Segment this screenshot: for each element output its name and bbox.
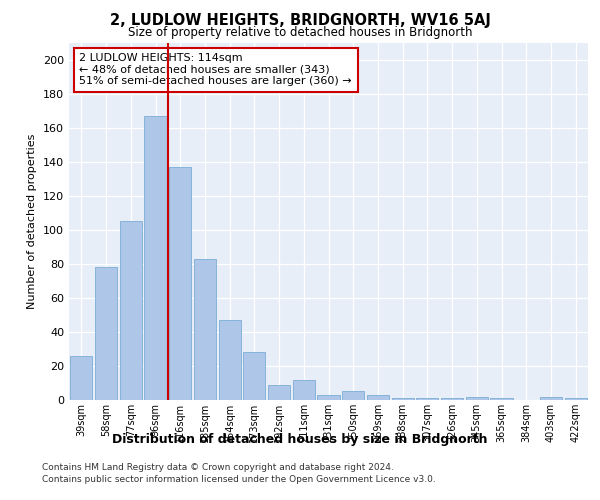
Bar (95, 267, 117, 400)
Bar (119, 221, 142, 400)
Bar (490, 398, 512, 400)
Bar (342, 392, 364, 400)
Bar (169, 167, 191, 400)
Bar (392, 398, 414, 400)
Bar (416, 398, 439, 400)
Bar (194, 258, 216, 400)
Bar (317, 395, 340, 400)
Bar (367, 395, 389, 400)
Text: 2 LUDLOW HEIGHTS: 114sqm
← 48% of detached houses are smaller (343)
51% of semi-: 2 LUDLOW HEIGHTS: 114sqm ← 48% of detach… (79, 53, 352, 86)
Y-axis label: Number of detached properties: Number of detached properties (28, 134, 37, 309)
Text: Distribution of detached houses by size in Bridgnorth: Distribution of detached houses by size … (112, 432, 488, 446)
Text: Contains public sector information licensed under the Open Government Licence v3: Contains public sector information licen… (42, 475, 436, 484)
Bar (293, 380, 315, 400)
Text: Size of property relative to detached houses in Bridgnorth: Size of property relative to detached ho… (128, 26, 472, 39)
Bar (218, 320, 241, 400)
Bar (145, 116, 167, 400)
Bar (466, 396, 488, 400)
Text: Contains HM Land Registry data © Crown copyright and database right 2024.: Contains HM Land Registry data © Crown c… (42, 462, 394, 471)
Bar (441, 398, 463, 400)
Bar (243, 352, 265, 400)
Text: 2, LUDLOW HEIGHTS, BRIDGNORTH, WV16 5AJ: 2, LUDLOW HEIGHTS, BRIDGNORTH, WV16 5AJ (110, 12, 490, 28)
Bar (565, 398, 587, 400)
Bar (268, 384, 290, 400)
Bar (70, 356, 92, 400)
Bar (540, 396, 562, 400)
